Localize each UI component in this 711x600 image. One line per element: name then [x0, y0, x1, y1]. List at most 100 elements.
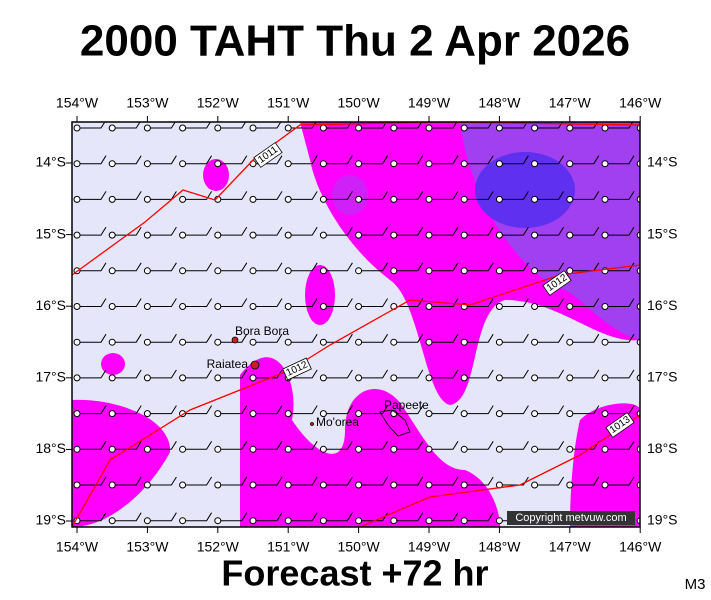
station — [601, 481, 609, 489]
wind-barb — [256, 226, 283, 236]
lon-label: 152°W — [197, 95, 240, 111]
wind-barb — [115, 298, 142, 307]
lon-label: 149°W — [408, 539, 451, 555]
station — [284, 445, 292, 453]
station — [355, 445, 363, 453]
station — [531, 374, 539, 382]
station — [284, 195, 292, 203]
wind-barb — [150, 476, 177, 486]
wind-barb — [608, 441, 635, 450]
station — [495, 160, 503, 168]
station — [108, 160, 116, 168]
station — [460, 517, 468, 525]
wind-barb — [432, 333, 459, 343]
rain-area — [305, 265, 335, 325]
wind-barb — [150, 298, 177, 307]
wind-barb — [572, 405, 600, 415]
wind-barb — [80, 226, 107, 236]
station — [143, 303, 151, 310]
wind-barb — [361, 191, 389, 200]
station — [73, 195, 81, 203]
wind-barb — [220, 405, 248, 415]
lon-label: 153°W — [126, 539, 169, 555]
wind-barb — [291, 333, 318, 343]
wind-barb — [467, 226, 494, 236]
wind-barb — [80, 476, 107, 486]
wind-barb — [396, 262, 424, 272]
wind-barb — [150, 369, 177, 379]
lon-label: 151°W — [267, 539, 310, 555]
lat-label: 17°S — [647, 369, 678, 385]
station — [179, 374, 187, 382]
station — [460, 481, 468, 489]
wind-barb — [256, 441, 283, 450]
station — [249, 124, 257, 132]
wind-barb — [185, 191, 213, 200]
wind-barb — [185, 369, 213, 379]
wind-barb — [326, 369, 353, 379]
station — [284, 517, 292, 525]
station — [73, 303, 81, 310]
wind-barb — [220, 476, 248, 486]
wind-barb — [291, 405, 318, 415]
station — [495, 517, 503, 525]
station — [425, 160, 433, 168]
isobar — [72, 264, 640, 527]
wind-barb — [220, 262, 248, 272]
wind-barb — [643, 191, 669, 199]
lon-label: 147°W — [549, 539, 592, 555]
wind-barb — [396, 155, 424, 165]
wind-barb — [115, 262, 142, 272]
wind-barb — [467, 155, 494, 165]
station — [390, 374, 398, 382]
station — [425, 517, 433, 525]
station — [531, 231, 539, 239]
wind-barb — [396, 226, 424, 236]
wind-barb — [361, 405, 389, 415]
station — [566, 195, 574, 203]
wind-barb — [396, 476, 424, 486]
station — [73, 410, 81, 418]
station — [355, 410, 363, 418]
isobar-label-box — [605, 412, 635, 438]
wind-barb — [467, 512, 494, 522]
isobar — [359, 414, 640, 527]
wind-barb — [361, 333, 389, 343]
wind-barb — [467, 405, 494, 415]
wind-barb — [326, 405, 353, 415]
wind-barb — [291, 226, 318, 236]
station — [108, 267, 116, 275]
station — [601, 410, 609, 418]
station — [390, 267, 398, 275]
station — [319, 338, 327, 346]
station — [425, 124, 433, 132]
rain-area — [72, 399, 171, 527]
wind-barb — [80, 262, 107, 272]
wind-barb — [608, 405, 635, 415]
wind-barb — [115, 333, 142, 343]
wind-barb — [432, 405, 459, 415]
station — [319, 160, 327, 168]
lon-label: 146°W — [619, 95, 662, 111]
wind-barb — [291, 441, 318, 450]
station — [249, 303, 257, 310]
lat-label: 19°S — [35, 512, 66, 528]
wind-barb — [502, 262, 529, 272]
station — [601, 124, 609, 132]
wind-barb — [572, 226, 600, 236]
station — [425, 445, 433, 453]
wind-barb — [608, 369, 635, 379]
station — [108, 303, 116, 310]
station — [460, 267, 468, 275]
wind-barb — [572, 155, 600, 165]
station — [214, 517, 222, 525]
wind-barb — [115, 155, 142, 165]
station — [601, 374, 609, 382]
wind-barb — [537, 191, 565, 200]
station — [460, 410, 468, 418]
station — [601, 445, 609, 453]
wind-barb — [572, 191, 600, 200]
station — [108, 231, 116, 239]
station — [566, 338, 574, 346]
station — [495, 303, 503, 310]
